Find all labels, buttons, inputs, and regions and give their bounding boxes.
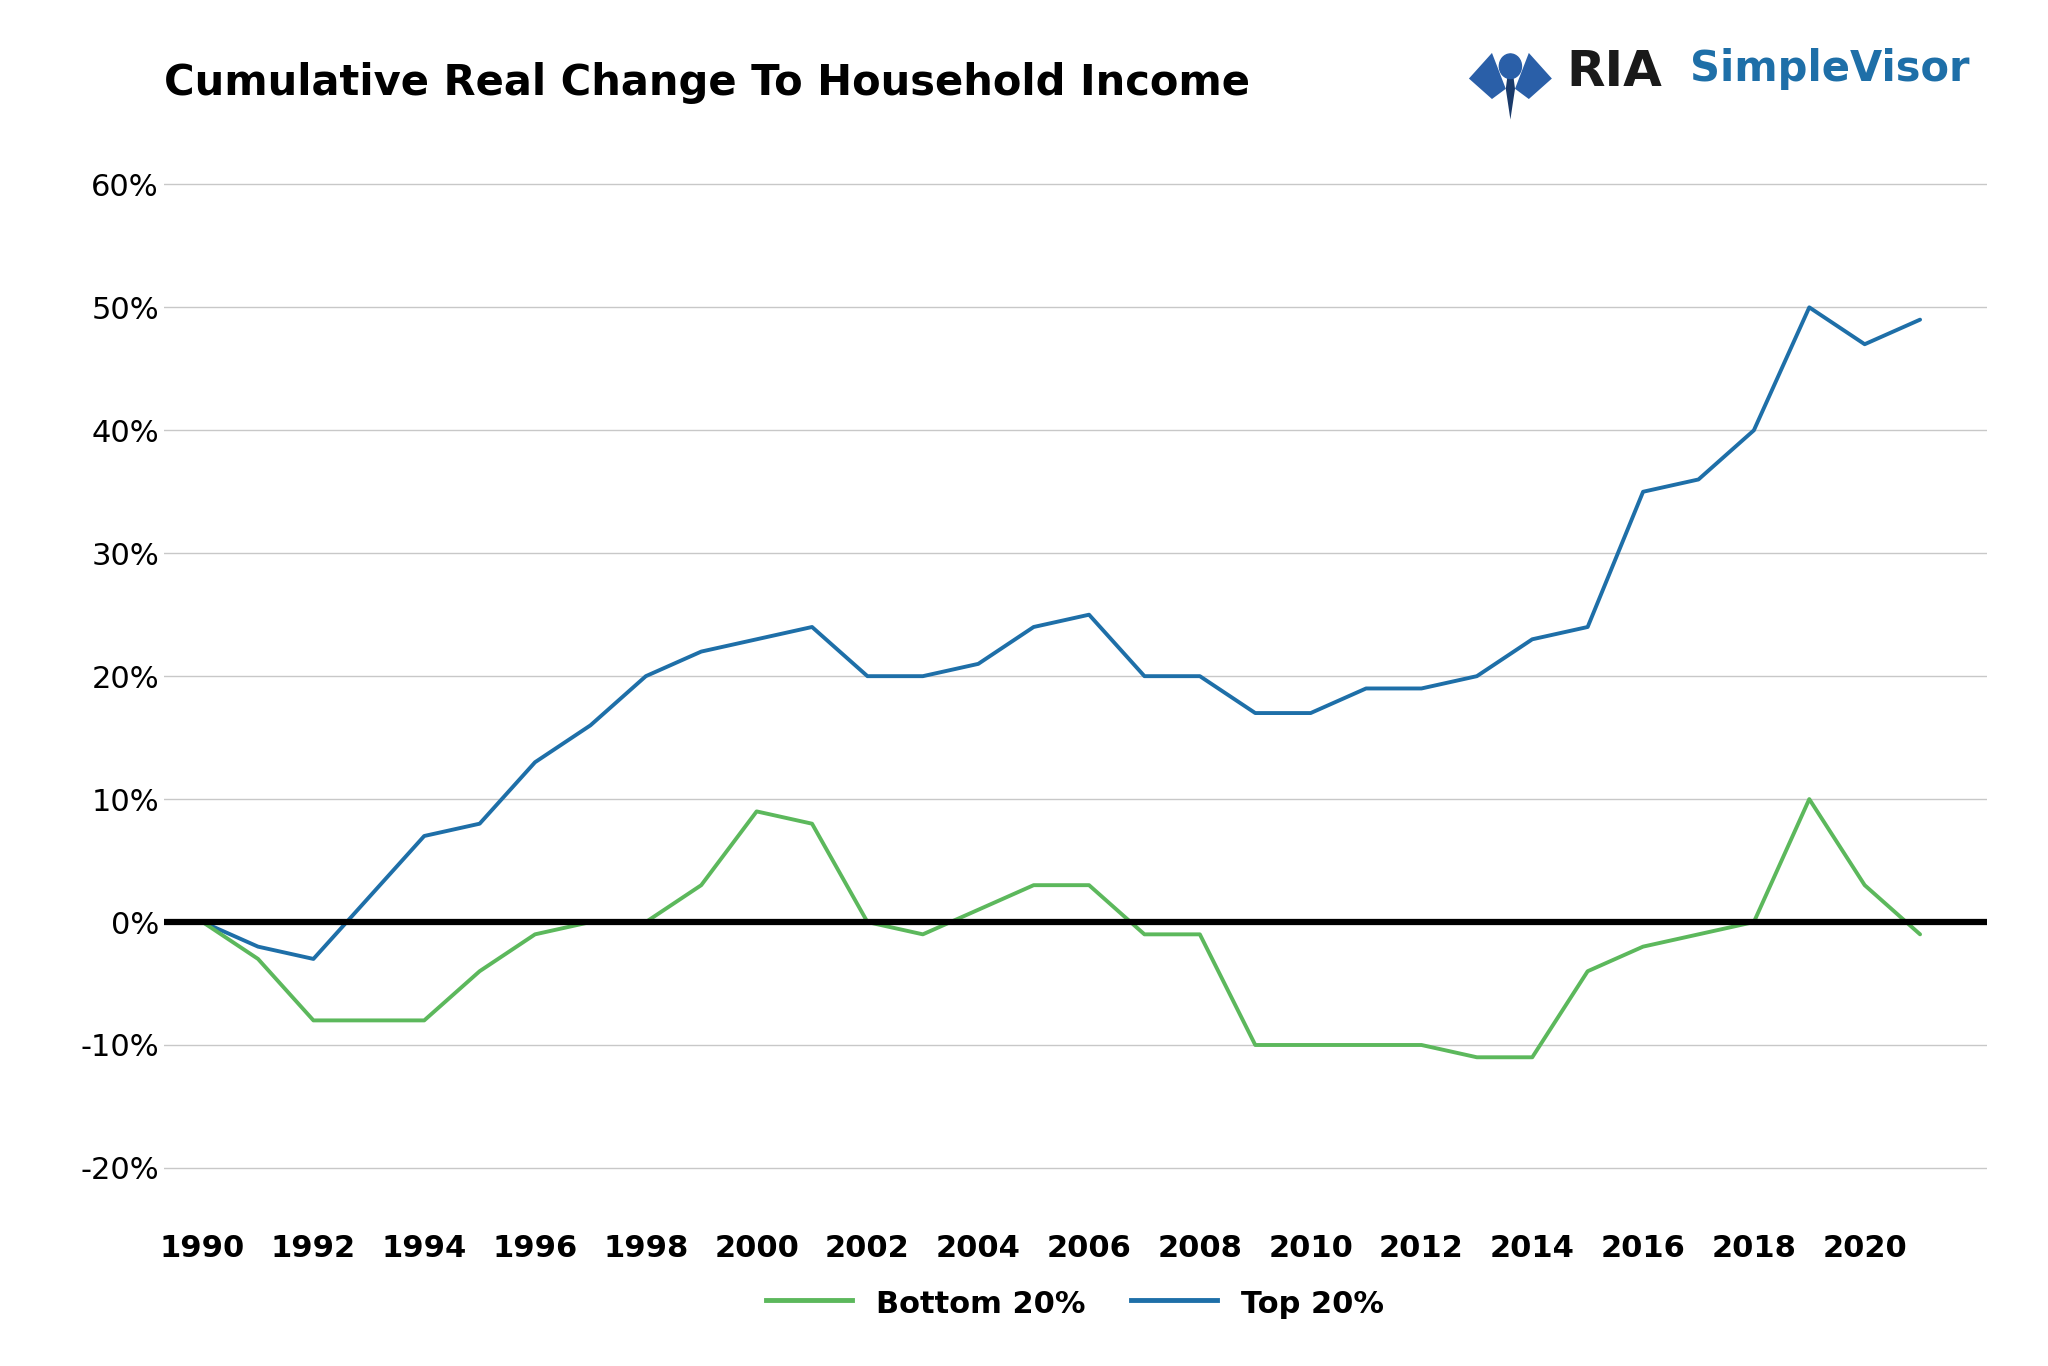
Legend: Bottom 20%, Top 20%: Bottom 20%, Top 20% [766,1287,1384,1320]
Text: Cumulative Real Change To Household Income: Cumulative Real Change To Household Inco… [164,63,1249,104]
Circle shape [1499,53,1522,78]
Polygon shape [1468,53,1505,98]
Polygon shape [1516,53,1552,98]
Text: RIA: RIA [1567,48,1663,96]
Text: SimpleVisor: SimpleVisor [1690,48,1968,90]
Polygon shape [1505,53,1516,120]
